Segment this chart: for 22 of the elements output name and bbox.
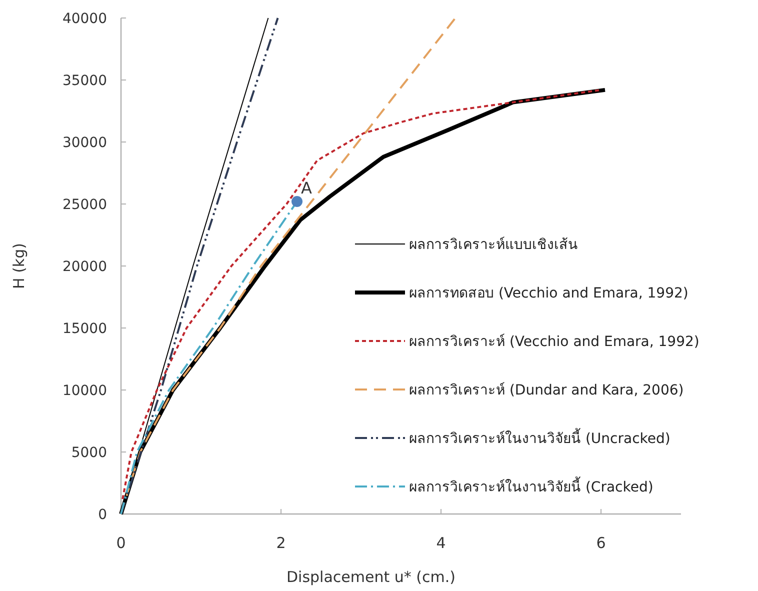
y-tick-label: 35000 (62, 73, 107, 89)
y-tick-label: 15000 (62, 321, 107, 337)
legend-label: ผลการวิเคราะห์ (Dundar and Kara, 2006) (409, 382, 684, 398)
x-tick-label: 2 (276, 534, 286, 552)
legend-label: ผลการวิเคราะห์ (Vecchio and Emara, 1992) (409, 333, 700, 350)
legend-label: ผลการวิเคราะห์แบบเชิงเส้น (409, 236, 578, 253)
x-tick-label: 6 (596, 534, 606, 552)
y-tick-label: 5000 (71, 445, 107, 461)
y-axis-title: H (kg) (10, 243, 28, 289)
y-tick-label: 25000 (62, 197, 107, 213)
x-axis-title: Displacement u* (cm.) (286, 568, 456, 586)
x-tick-label: 0 (116, 534, 126, 552)
y-tick-label: 0 (98, 507, 107, 523)
y-tick-label: 20000 (62, 259, 107, 275)
legend-label: ผลการทดสอบ (Vecchio and Emara, 1992) (409, 286, 688, 302)
y-tick-label: 40000 (62, 11, 107, 27)
x-tick-label: 4 (436, 534, 446, 552)
legend-label: ผลการวิเคราะห์ในงานวิจัยนี้ (Cracked) (409, 476, 654, 496)
legend-label: ผลการวิเคราะห์ในงานวิจัยนี้ (Uncracked) (409, 428, 670, 447)
annotation: A (301, 178, 312, 198)
y-tick-label: 30000 (62, 135, 107, 151)
y-tick-label: 10000 (62, 383, 107, 399)
